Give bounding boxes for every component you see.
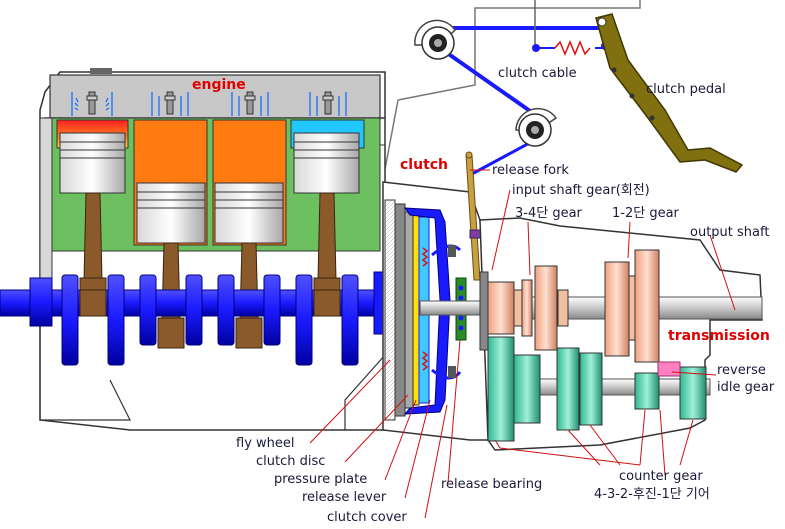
counter-gear-detail-label: 4-3-2-후진-1단 기어	[594, 487, 710, 502]
release-levers	[421, 244, 462, 380]
piston-4	[293, 132, 360, 194]
counter-shaft	[487, 336, 711, 442]
release-bearing-label: release bearing	[441, 477, 543, 492]
counter-gear-label: counter gear	[619, 469, 703, 484]
gear-12-label: 1-2단 gear	[612, 206, 679, 221]
leader-lines	[309, 169, 736, 519]
fly-wheel-label: fly wheel	[236, 436, 295, 451]
clutch-pedal-label: clutch pedal	[646, 82, 726, 97]
clutch-cover-part	[403, 207, 451, 415]
gear-34-label: 3-4단 gear	[515, 206, 582, 221]
input-shaft	[419, 271, 501, 351]
output-shaft-label: output shaft	[690, 225, 770, 240]
cable-pulley-bottom	[515, 107, 558, 147]
spark-plugs	[71, 91, 347, 116]
reverse-label: reverse	[717, 363, 766, 378]
idle-gear-label: idle gear	[717, 380, 775, 395]
main-gears	[487, 249, 660, 363]
clutch-disc-label: clutch disc	[256, 454, 326, 469]
clutch-cover-label: clutch cover	[327, 510, 407, 525]
pressure-plate-label: pressure plate	[274, 472, 368, 487]
clutch-cable-label: clutch cable	[498, 66, 577, 81]
release-fork-label: release fork	[492, 163, 569, 178]
flywheel	[384, 199, 406, 421]
clutch-pedal	[595, 13, 744, 173]
release-lever-label: release lever	[302, 490, 387, 505]
piston-3	[214, 182, 284, 244]
transmission-label: transmission	[668, 328, 770, 344]
clutch-label: clutch	[400, 157, 449, 173]
input-shaft-gear-label: input shaft gear(회전)	[512, 183, 650, 198]
engine-label: engine	[192, 77, 246, 93]
piston-1	[59, 132, 126, 194]
piston-2	[136, 182, 206, 244]
cable-pulley-top	[414, 19, 456, 60]
clutch-disc-part	[404, 211, 414, 409]
